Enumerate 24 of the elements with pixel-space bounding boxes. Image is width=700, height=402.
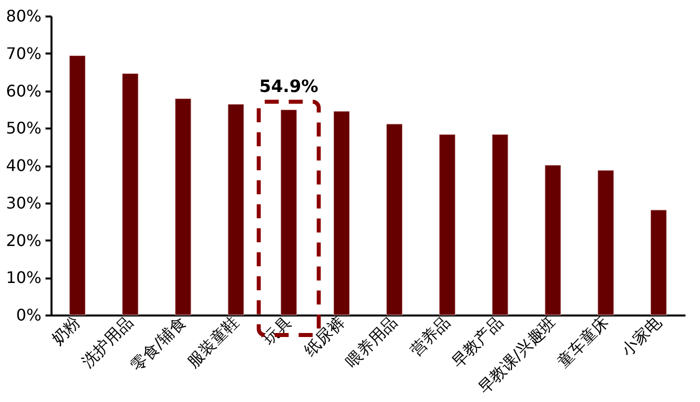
y-tick-label: 60% bbox=[6, 81, 42, 100]
bar bbox=[333, 111, 350, 316]
y-tick-label: 30% bbox=[6, 193, 42, 212]
y-tick-label: 0% bbox=[16, 306, 42, 324]
x-tick-label: 小家电 bbox=[618, 312, 665, 360]
y-tick-label: 80% bbox=[6, 6, 42, 26]
bar bbox=[598, 170, 614, 316]
annotation: 54.9% bbox=[259, 76, 318, 97]
bar bbox=[544, 164, 562, 316]
bar bbox=[492, 134, 508, 316]
y-tick-label: 10% bbox=[6, 268, 42, 288]
bar bbox=[280, 110, 297, 316]
bar bbox=[122, 73, 138, 316]
y-tick-label: 70% bbox=[6, 44, 42, 63]
bar bbox=[174, 98, 192, 316]
x-tick-label: 奶粉 bbox=[48, 312, 84, 348]
bar bbox=[650, 210, 667, 316]
y-tick-label: 40% bbox=[6, 156, 42, 175]
bar bbox=[69, 55, 86, 316]
bar bbox=[439, 134, 456, 316]
y-tick-label: 20% bbox=[6, 230, 42, 250]
bar bbox=[386, 124, 403, 316]
y-tick-label: 50% bbox=[6, 118, 42, 138]
bar bbox=[228, 104, 244, 316]
